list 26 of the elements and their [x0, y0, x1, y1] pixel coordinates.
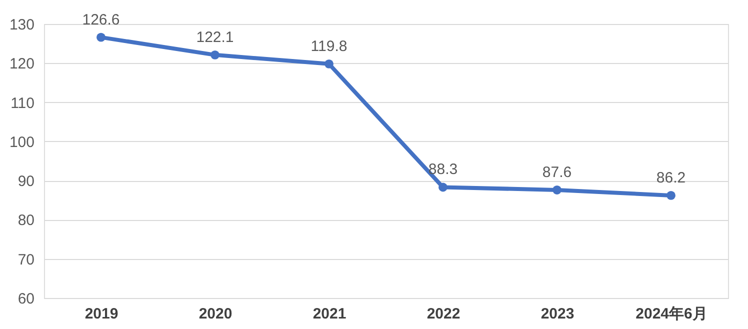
y-tick-label: 70: [18, 251, 34, 268]
y-tick-label: 110: [10, 94, 34, 112]
point: [96, 32, 106, 42]
point: [666, 190, 676, 200]
y-tick-label: 80: [18, 212, 34, 230]
data-label: 88.3: [428, 161, 458, 178]
x-tick-label: 2023: [540, 306, 574, 322]
x-tick-label: 2024年6月: [636, 306, 708, 322]
x-tick-label: 2019: [84, 306, 118, 322]
y-tick-label: 90: [18, 173, 34, 190]
y-tick-label: 100: [9, 134, 34, 151]
data-label: 119.8: [310, 38, 348, 55]
point: [210, 50, 220, 60]
point: [438, 182, 448, 192]
point: [324, 59, 334, 68]
y-tick-label: 130: [9, 16, 34, 34]
y-tick-label: 60: [18, 290, 34, 308]
y-tick-label: 120: [9, 56, 34, 73]
data-label: 87.6: [542, 164, 572, 181]
x-tick-label: 2020: [198, 306, 232, 322]
data-label: 126.6: [82, 11, 120, 28]
data-label: 86.2: [656, 169, 686, 186]
data-label: 122.1: [196, 28, 234, 46]
x-tick-label: 2022: [426, 306, 460, 322]
point: [552, 186, 562, 194]
x-tick-label: 2021: [312, 306, 346, 322]
